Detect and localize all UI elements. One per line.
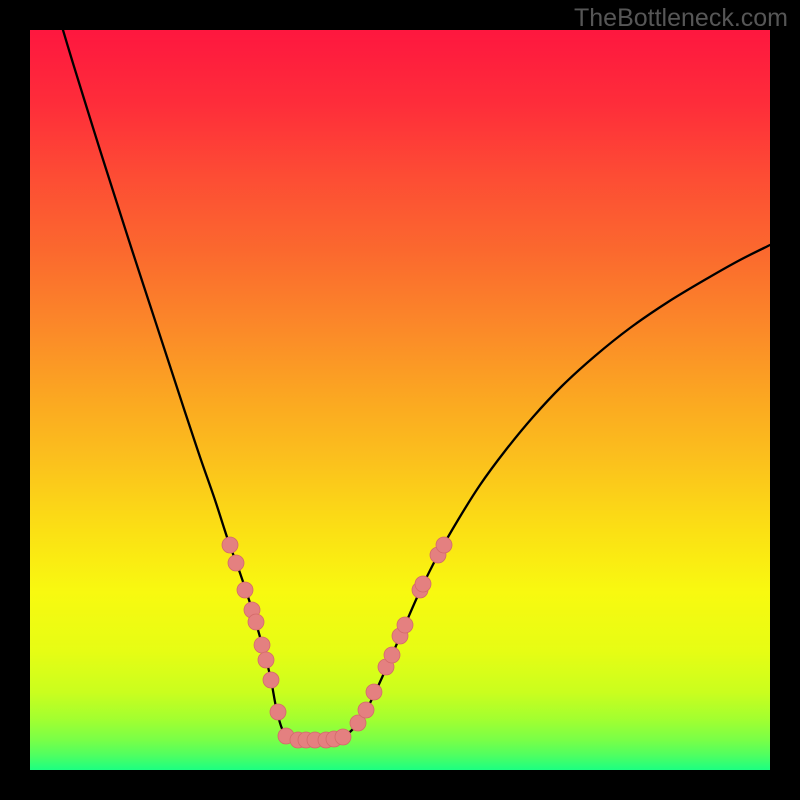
data-marker [415,576,431,592]
data-marker [436,537,452,553]
data-marker [366,684,382,700]
chart-svg [0,0,800,800]
chart-frame: TheBottleneck.com [0,0,800,800]
data-marker [263,672,279,688]
data-marker [270,704,286,720]
chart-background [30,30,770,770]
data-marker [222,537,238,553]
data-marker [384,647,400,663]
watermark-label: TheBottleneck.com [574,4,788,33]
data-marker [237,582,253,598]
data-marker [248,614,264,630]
data-marker [335,729,351,745]
data-marker [254,637,270,653]
data-marker [228,555,244,571]
data-marker [358,702,374,718]
data-marker [397,617,413,633]
data-marker [258,652,274,668]
